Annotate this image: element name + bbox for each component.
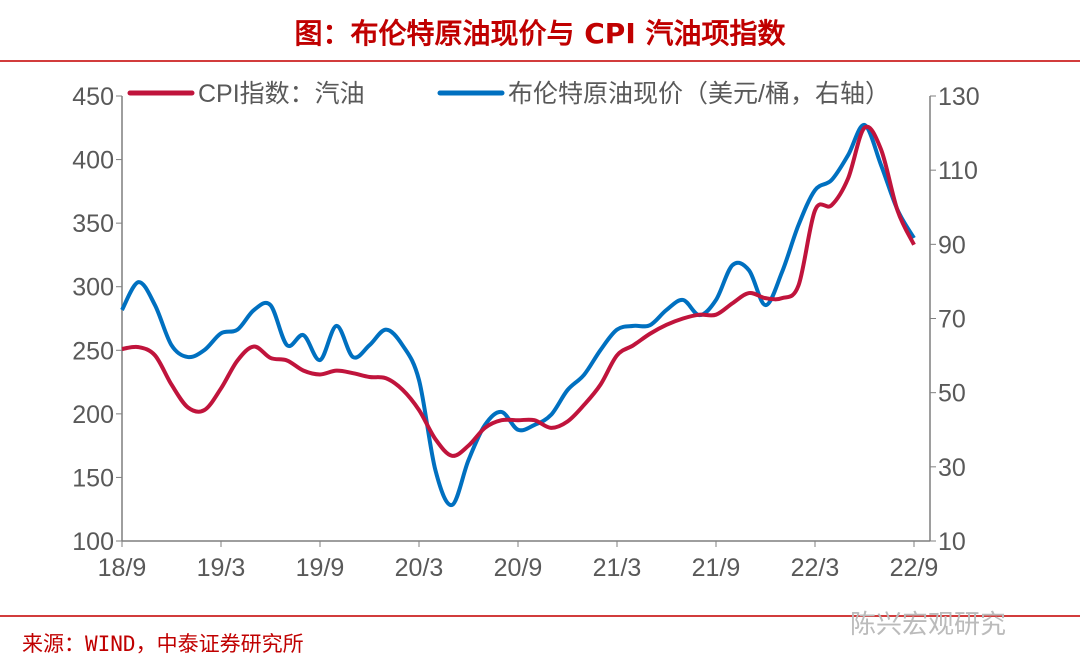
x-tick-label: 20/9	[494, 554, 543, 582]
source-note: 来源：WIND，中泰证券研究所	[22, 632, 304, 656]
left-tick-label: 400	[72, 147, 114, 175]
left-tick-label: 350	[72, 210, 114, 238]
right-tick-label: 30	[938, 454, 966, 482]
x-tick-label: 21/3	[593, 554, 642, 582]
x-tick-label: 22/3	[791, 554, 840, 582]
right-tick-label: 50	[938, 380, 966, 408]
brent-price-line	[120, 122, 916, 508]
left-tick-label: 200	[72, 401, 114, 429]
title-divider	[0, 60, 1080, 62]
cpi-gasoline-line	[121, 124, 916, 458]
right-tick-label: 70	[938, 306, 966, 334]
chart-title: 图：布伦特原油现价与 CPI 汽油项指数	[294, 17, 786, 50]
x-tick-label: 18/9	[98, 554, 147, 582]
right-tick-label: 10	[938, 528, 966, 556]
watermark: 陈兴宏观研究	[850, 610, 1007, 640]
x-tick-label: 22/9	[890, 554, 939, 582]
left-tick-label: 300	[72, 274, 114, 302]
left-tick-label: 100	[72, 528, 114, 556]
left-tick-label: 250	[72, 337, 114, 365]
legend-label: 布伦特原油现价（美元/桶，右轴）	[508, 80, 890, 108]
chart: 100 150 200 250 300 350 400 450 10 30 50 70 90 110 130…	[72, 80, 980, 582]
x-tick-label: 19/3	[197, 554, 246, 582]
x-tick-label: 19/9	[296, 554, 345, 582]
footer-divider	[0, 615, 1080, 617]
x-tick-label: 20/3	[395, 554, 444, 582]
x-tick-label: 21/9	[692, 554, 741, 582]
right-tick-label: 130	[938, 83, 980, 111]
right-tick-label: 90	[938, 231, 966, 259]
left-tick-label: 450	[72, 83, 114, 111]
left-tick-label: 150	[72, 464, 114, 492]
legend-label: CPI指数：汽油	[198, 80, 365, 108]
right-tick-label: 110	[938, 157, 978, 185]
